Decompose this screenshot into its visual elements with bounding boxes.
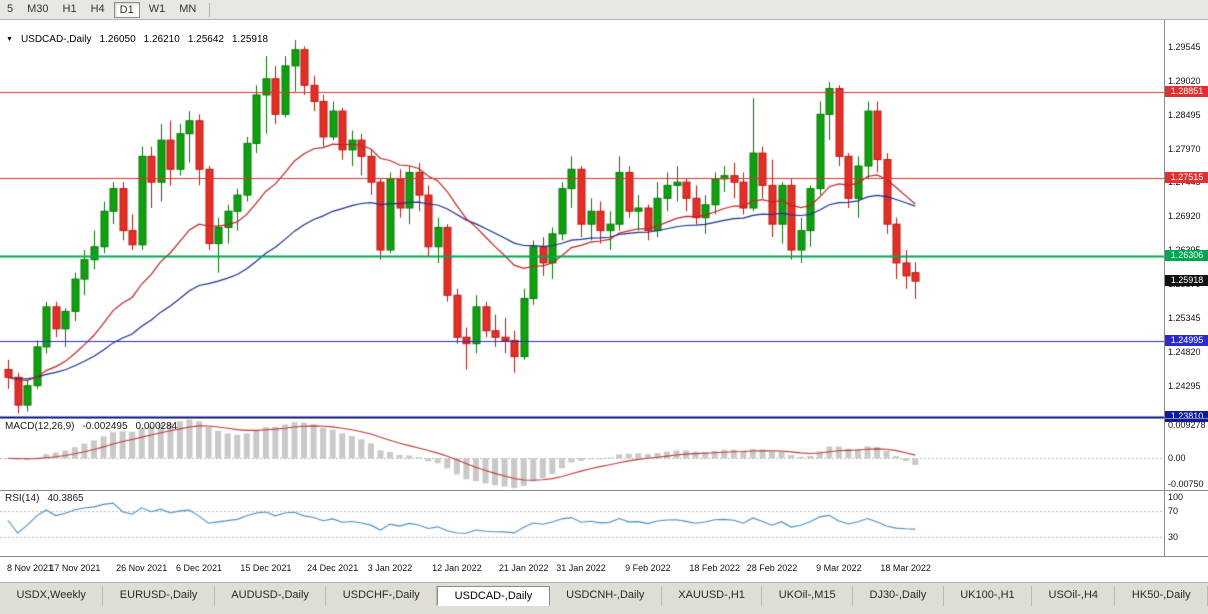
date-axis-label: 3 Jan 2022 (367, 563, 413, 573)
price-level-badge: 1.26306 (1165, 250, 1208, 262)
rsi-axis-label: 100 (1168, 492, 1184, 502)
price-axis-label: 1.27970 (1168, 143, 1201, 154)
rsi-name: RSI(14) (5, 493, 40, 504)
chart-close-value: 1.25918 (231, 34, 269, 45)
date-axis-label: 18 Feb 2022 (689, 563, 740, 573)
date-axis-label: 21 Jan 2022 (498, 563, 549, 573)
symbol-tab-ukoil-m15[interactable]: UKOil-,M15 (762, 586, 854, 606)
chart-low-value: 1.25642 (187, 34, 224, 45)
rsi-header: RSI(14) 40.3865 (5, 493, 84, 504)
symbol-tab-usoil-h4[interactable]: USOil-,H4 (1032, 586, 1116, 606)
timeframe-button-m30[interactable]: M30 (27, 2, 49, 15)
price-axis-label: 1.24820 (1168, 347, 1201, 358)
date-axis-label: 26 Nov 2021 (116, 563, 168, 573)
symbol-tab-usdx-weekly[interactable]: USDX,Weekly (0, 586, 104, 606)
date-axis-label: 8 Nov 2021 (6, 563, 54, 573)
macd-header: MACD(12,26,9) -0.002495 0.000284 (5, 421, 177, 432)
symbol-tab-usdchf-daily[interactable]: USDCHF-,Daily (326, 586, 438, 606)
price-level-badge: 1.23810 (1165, 411, 1208, 423)
date-axis[interactable]: 8 Nov 2021 17 Nov 2021 26 Nov 2021 6 Dec 20… (0, 557, 1208, 581)
macd-name: MACD(12,26,9) (5, 421, 75, 432)
price-axis-label: 1.25345 (1168, 313, 1201, 324)
macd-indicator-canvas[interactable] (0, 419, 1164, 490)
macd-axis-max-label: 0.009278 (1168, 420, 1206, 430)
current-price-badge: 1.25918 (1165, 275, 1208, 287)
macd-pane: MACD(12,26,9) -0.002495 0.000284 (0, 419, 1164, 490)
price-level-badge: 1.24995 (1165, 334, 1208, 346)
timeframe-button-h4[interactable]: H4 (90, 2, 105, 15)
chart-symbol-period: USDCAD-,Daily (20, 34, 92, 45)
date-axis-label: 31 Jan 2022 (556, 563, 606, 573)
price-pane: ▼ USDCAD-,Daily 1.26050 1.26210 1.25642 … (0, 20, 1164, 418)
symbol-tab-usdcnh-daily[interactable]: USDCNH-,Daily (550, 586, 662, 606)
date-axis-label: 12 Jan 2022 (432, 563, 482, 573)
date-axis-label: 18 Mar 2022 (880, 563, 931, 573)
symbol-tab-hk50-daily[interactable]: HK50-,Daily (1115, 586, 1208, 606)
timeframe-button-w1[interactable]: W1 (148, 2, 166, 15)
rsi-indicator-canvas[interactable] (0, 491, 1164, 556)
price-axis[interactable]: 1.295451.290201.284951.279701.274451.269… (1164, 20, 1208, 557)
date-axis-label: 28 Feb 2022 (746, 563, 798, 573)
date-axis-label: 9 Feb 2022 (625, 563, 671, 573)
price-chart-canvas[interactable] (0, 20, 1164, 418)
macd-main-value: -0.002495 (82, 421, 128, 432)
chart-open-value: 1.26050 (99, 34, 136, 45)
chart-title: ▼ USDCAD-,Daily 1.26050 1.26210 1.25642 … (6, 34, 268, 45)
pane-divider-rsi-dates (0, 556, 1208, 557)
timeframe-button-5[interactable]: 5 (7, 2, 14, 15)
symbol-tab-usdcad-daily[interactable]: USDCAD-,Daily (437, 586, 550, 606)
rsi-axis-label: 30 (1168, 531, 1179, 542)
date-axis-label: 24 Dec 2021 (307, 563, 359, 573)
symbol-tab-audusd-daily[interactable]: AUDUSD-,Daily (215, 586, 327, 606)
macd-axis-min-label: -0.00750 (1168, 479, 1204, 489)
price-axis-label: 1.28495 (1168, 109, 1201, 120)
price-axis-label: 1.26920 (1168, 211, 1201, 222)
rsi-pane: RSI(14) 40.3865 (0, 491, 1164, 556)
chart-dropdown-icon: ▼ (6, 35, 13, 43)
date-axis-label: 9 Mar 2022 (816, 563, 862, 573)
rsi-axis-label: 70 (1168, 505, 1179, 516)
price-axis-label: 1.29545 (1168, 41, 1201, 52)
chart-tab-bar: USDX,Weekly EURUSD-,Daily AUDUSD-,Daily USD… (0, 582, 1208, 614)
price-level-badge: 1.27515 (1165, 171, 1208, 183)
toolbar-separator (209, 2, 211, 17)
date-axis-label: 6 Dec 2021 (175, 563, 223, 573)
symbol-tab-eurusd-daily[interactable]: EURUSD-,Daily (103, 586, 215, 606)
price-axis-label: 1.24295 (1168, 381, 1201, 392)
symbol-tab-dj30-daily[interactable]: DJ30-,Daily (853, 586, 944, 606)
timeframe-button-d1[interactable]: D1 (113, 1, 140, 18)
rsi-value: 40.3865 (47, 493, 84, 504)
pane-divider-macd-rsi[interactable] (0, 490, 1208, 491)
timeframe-toolbar: 5 M30 H1 H4 D1 W1 MN (0, 0, 1208, 20)
symbol-tab-uk100-h1[interactable]: UK100-,H1 (944, 586, 1033, 606)
timeframe-button-mn[interactable]: MN (179, 2, 197, 15)
macd-axis-zero-label: 0.00 (1168, 453, 1186, 464)
symbol-tab-xauusd-h1[interactable]: XAUUSD-,H1 (662, 586, 763, 606)
price-axis-label: 1.29020 (1168, 75, 1201, 86)
date-axis-label: 17 Nov 2021 (49, 563, 101, 573)
chart-high-value: 1.26210 (143, 34, 180, 45)
price-level-badge: 1.28851 (1165, 85, 1208, 97)
date-axis-label: 15 Dec 2021 (240, 563, 292, 573)
pane-divider-price-macd[interactable] (0, 418, 1208, 419)
macd-signal-value: 0.000284 (135, 421, 178, 432)
timeframe-button-h1[interactable]: H1 (62, 2, 77, 15)
